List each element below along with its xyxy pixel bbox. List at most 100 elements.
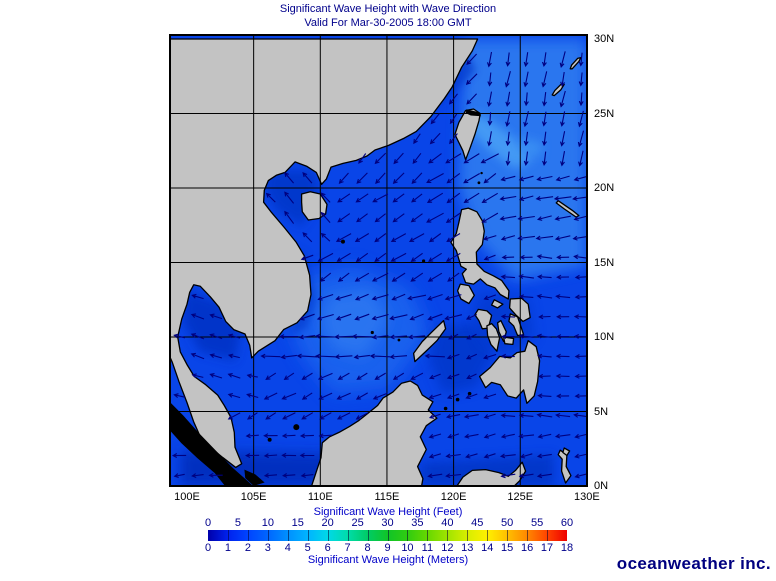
map-border [169, 34, 588, 487]
land-palawan [412, 319, 447, 363]
colorbar-tick [267, 530, 269, 541]
colorbar [208, 530, 567, 541]
page-title: Significant Wave Height with Wave Direct… [279, 3, 497, 15]
land-morotai [562, 447, 571, 457]
lat-label-15N: 15N [594, 256, 615, 269]
land-borneo [310, 380, 438, 487]
meter-ticks-1: 1 [224, 542, 231, 554]
wave-shade-central-scs-lighter [320, 289, 390, 358]
lon-label-110E: 110E [307, 491, 333, 503]
wave-shade-sulu-sea-dark [428, 322, 495, 394]
colorbar-tick [467, 530, 469, 541]
island-paracel [340, 239, 345, 244]
meter-ticks-12: 12 [441, 542, 454, 554]
colorbar-tick [247, 530, 249, 541]
feet-ticks-15: 15 [291, 517, 304, 529]
colorbar-tick [507, 530, 509, 541]
meter-ticks-6: 6 [324, 542, 331, 554]
oceanweather-logo: oceanweather inc. [616, 554, 771, 573]
feet-ticks-55: 55 [530, 517, 544, 529]
land-mindoro [456, 283, 475, 305]
land-masbate [490, 299, 504, 309]
feet-ticks-50: 50 [501, 517, 514, 529]
colorbar-tick [287, 530, 289, 541]
meter-ticks-13: 13 [461, 542, 474, 554]
lat-label-5N: 5N [594, 405, 609, 418]
wave-height-map [169, 34, 588, 487]
map-canvas [169, 34, 588, 487]
land-sulawesi [456, 461, 527, 487]
land-taiwan [454, 108, 481, 161]
meter-ticks-7: 7 [344, 542, 351, 554]
feet-ticks-60: 60 [560, 517, 574, 529]
meter-ticks-14: 14 [481, 542, 494, 554]
feet-ticks-40: 40 [441, 517, 454, 529]
valid-time-subtitle: Valid For Mar-30-2005 18:00 GMT [304, 17, 472, 29]
island-scarborough [422, 259, 426, 263]
feet-ticks-30: 30 [381, 517, 394, 529]
colorbar-tick [347, 530, 349, 541]
island-anambas [267, 437, 272, 442]
feet-ticks-25: 25 [351, 517, 364, 529]
island-spratly-1 [370, 330, 374, 335]
lat-label-30N: 30N [594, 33, 615, 45]
meter-ticks-9: 9 [384, 542, 391, 554]
feet-ticks-0: 0 [204, 517, 212, 529]
land-ryukyu-island-2 [551, 83, 565, 97]
wave-direction-arrows [171, 51, 588, 479]
land-taiwan-north-black [465, 109, 482, 117]
legend-title-feet: Significant Wave Height (Feet) [313, 506, 463, 518]
colorbar-tick [527, 530, 529, 541]
lat-label-10N: 10N [594, 331, 615, 343]
island-sulu-arc-2 [455, 397, 460, 402]
wave-shade-east-taiwan-cyan [465, 113, 534, 169]
lon-label-130E: 130E [574, 491, 600, 503]
island-batanes-2 [480, 171, 483, 175]
meter-ticks-3: 3 [264, 542, 271, 554]
lon-label-125E: 125E [507, 491, 534, 503]
meter-ticks-15: 15 [501, 542, 514, 554]
colorbar-tick [327, 530, 329, 541]
feet-ticks-5: 5 [234, 517, 241, 529]
island-sulu-arc-1 [443, 406, 448, 411]
lat-label-0N: 0N [594, 480, 609, 492]
lon-label-105E: 105E [240, 491, 267, 503]
map-layers [169, 34, 588, 487]
lat-label-20N: 20N [594, 182, 615, 194]
lon-label-100E: 100E [174, 491, 200, 503]
colorbar-tick [387, 530, 389, 541]
meter-ticks-18: 18 [560, 542, 574, 554]
land-island-sliver-east [555, 200, 580, 218]
island-spratly-2 [397, 338, 401, 342]
feet-ticks-10: 10 [261, 517, 274, 529]
feet-ticks-20: 20 [321, 517, 334, 529]
colorbar-tick [427, 530, 429, 541]
land-ryukyu-island-1 [569, 56, 582, 70]
lon-label-120E: 120E [440, 491, 467, 503]
land-mindanao [478, 340, 541, 404]
lat-label-25N: 25N [594, 107, 615, 120]
feet-ticks-45: 45 [471, 517, 484, 529]
land-luzon [450, 207, 510, 300]
meter-ticks-2: 2 [244, 542, 251, 554]
island-batanes-1 [477, 181, 481, 185]
colorbar-tick [487, 530, 489, 541]
legend-title-meters: Significant Wave Height (Meters) [307, 554, 469, 566]
meter-ticks-5: 5 [304, 542, 311, 554]
meter-ticks-0: 0 [204, 542, 212, 554]
meter-ticks-17: 17 [540, 542, 554, 554]
graticule [169, 34, 588, 487]
colorbar-tick [547, 530, 549, 541]
colorbar-tick [447, 530, 449, 541]
colorbar-tick [227, 530, 229, 541]
colorbar-tick [367, 530, 369, 541]
meter-ticks-11: 11 [421, 542, 434, 554]
colorbar-tick [307, 530, 309, 541]
wave-shade-gulf-of-thailand-dark [183, 289, 242, 361]
land-halmahera [557, 449, 572, 484]
lon-label-115E: 115E [374, 491, 400, 503]
meter-ticks-10: 10 [401, 542, 414, 554]
colorbar-tick [407, 530, 409, 541]
feet-ticks-35: 35 [411, 517, 424, 529]
